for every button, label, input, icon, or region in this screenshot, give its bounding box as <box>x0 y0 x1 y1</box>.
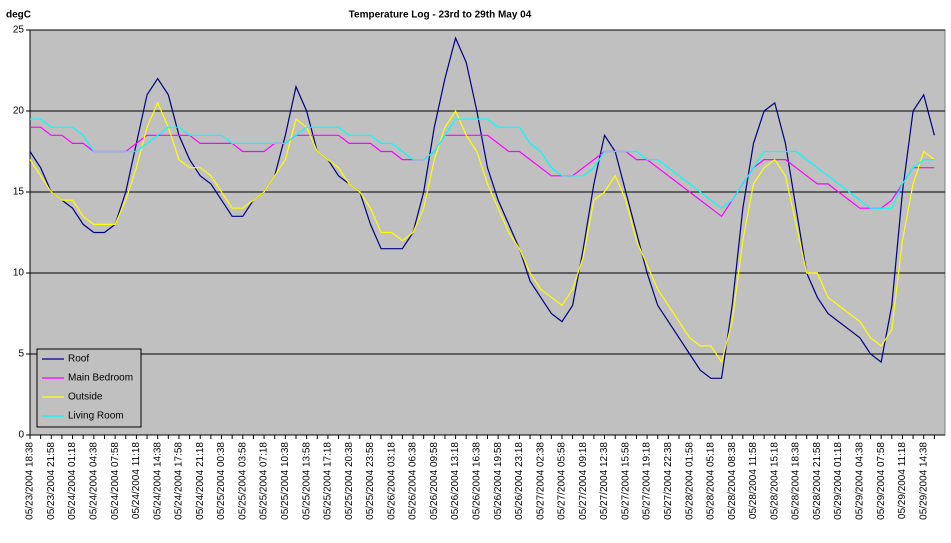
x-tick-label: 05/25/2004 23:58 <box>365 442 376 520</box>
x-tick-label: 05/29/2004 04:38 <box>855 442 866 520</box>
y-axis-label: degC <box>6 10 31 21</box>
x-tick-label: 05/25/2004 20:38 <box>344 442 355 520</box>
x-tick-label: 05/24/2004 07:58 <box>110 442 121 520</box>
x-tick-label: 05/28/2004 08:38 <box>727 442 738 520</box>
x-tick-label: 05/29/2004 01:18 <box>833 442 844 520</box>
x-tick-label: 05/24/2004 17:58 <box>174 442 185 520</box>
x-tick-label: 05/28/2004 11:58 <box>748 442 759 520</box>
legend-label: Roof <box>68 354 89 365</box>
x-tick-label: 05/25/2004 17:18 <box>323 442 334 520</box>
x-tick-label: 05/24/2004 01:18 <box>67 442 78 520</box>
data-line <box>30 126 935 218</box>
x-tick-label: 05/27/2004 09:18 <box>578 442 589 520</box>
x-tick-label: 05/23/2004 18:38 <box>25 442 36 520</box>
x-tick-label: 05/27/2004 15:58 <box>620 442 631 520</box>
x-tick-label: 05/25/2004 13:58 <box>301 442 312 520</box>
x-tick-label: 05/25/2004 07:18 <box>259 442 270 520</box>
x-tick-label: 05/26/2004 03:18 <box>386 442 397 520</box>
x-tick-label: 05/25/2004 10:38 <box>280 442 291 520</box>
y-tick-label: 0 <box>18 430 24 441</box>
x-tick-label: 05/26/2004 19:58 <box>493 442 504 520</box>
x-tick-label: 05/26/2004 09:58 <box>429 442 440 520</box>
x-tick-label: 05/23/2004 21:58 <box>46 442 57 520</box>
x-tick-label: 05/26/2004 13:18 <box>450 442 461 520</box>
x-tick-label: 05/29/2004 11:18 <box>897 442 908 520</box>
y-tick-label: 10 <box>13 268 25 279</box>
x-tick-label: 05/29/2004 14:38 <box>918 442 929 520</box>
x-tick-label: 05/27/2004 19:18 <box>642 442 653 520</box>
y-tick-label: 20 <box>13 106 25 117</box>
x-tick-label: 05/27/2004 02:38 <box>535 442 546 520</box>
y-tick-label: 25 <box>13 25 25 36</box>
x-tick-label: 05/28/2004 18:38 <box>791 442 802 520</box>
legend-label: Main Bedroom <box>68 373 133 384</box>
x-tick-label: 05/24/2004 14:38 <box>152 442 163 520</box>
x-tick-label: 05/26/2004 23:18 <box>514 442 525 520</box>
x-tick-label: 05/27/2004 12:38 <box>599 442 610 520</box>
x-tick-label: 05/28/2004 01:58 <box>684 442 695 520</box>
data-line <box>29 36 935 379</box>
x-tick-label: 05/25/2004 03:58 <box>237 442 248 520</box>
x-tick-label: 05/28/2004 15:18 <box>769 442 780 520</box>
plot-area <box>29 29 946 436</box>
x-tick-label: 05/29/2004 07:58 <box>876 442 887 520</box>
x-tick-label: 05/28/2004 21:58 <box>812 442 823 520</box>
legend-label: Living Room <box>68 411 124 422</box>
x-tick-label: 05/27/2004 22:38 <box>663 442 674 520</box>
x-tick-label: 05/27/2004 05:58 <box>557 442 568 520</box>
x-tick-label: 05/25/2004 00:38 <box>216 442 227 520</box>
x-tick-label: 05/26/2004 16:38 <box>472 442 483 520</box>
legend-box <box>36 348 142 428</box>
x-tick-label: 05/26/2004 06:38 <box>408 442 419 520</box>
data-line <box>29 101 935 364</box>
y-tick-label: 15 <box>13 187 25 198</box>
data-line <box>30 118 935 209</box>
x-tick-label: 05/24/2004 21:18 <box>195 442 206 520</box>
x-tick-label: 05/24/2004 11:18 <box>131 442 142 520</box>
legend-label: Outside <box>68 392 103 403</box>
x-tick-label: 05/28/2004 05:18 <box>706 442 717 520</box>
chart-title: Temperature Log - 23rd to 29th May 04 <box>349 10 532 21</box>
x-tick-label: 05/24/2004 04:38 <box>88 442 99 520</box>
y-tick-label: 5 <box>18 349 24 360</box>
